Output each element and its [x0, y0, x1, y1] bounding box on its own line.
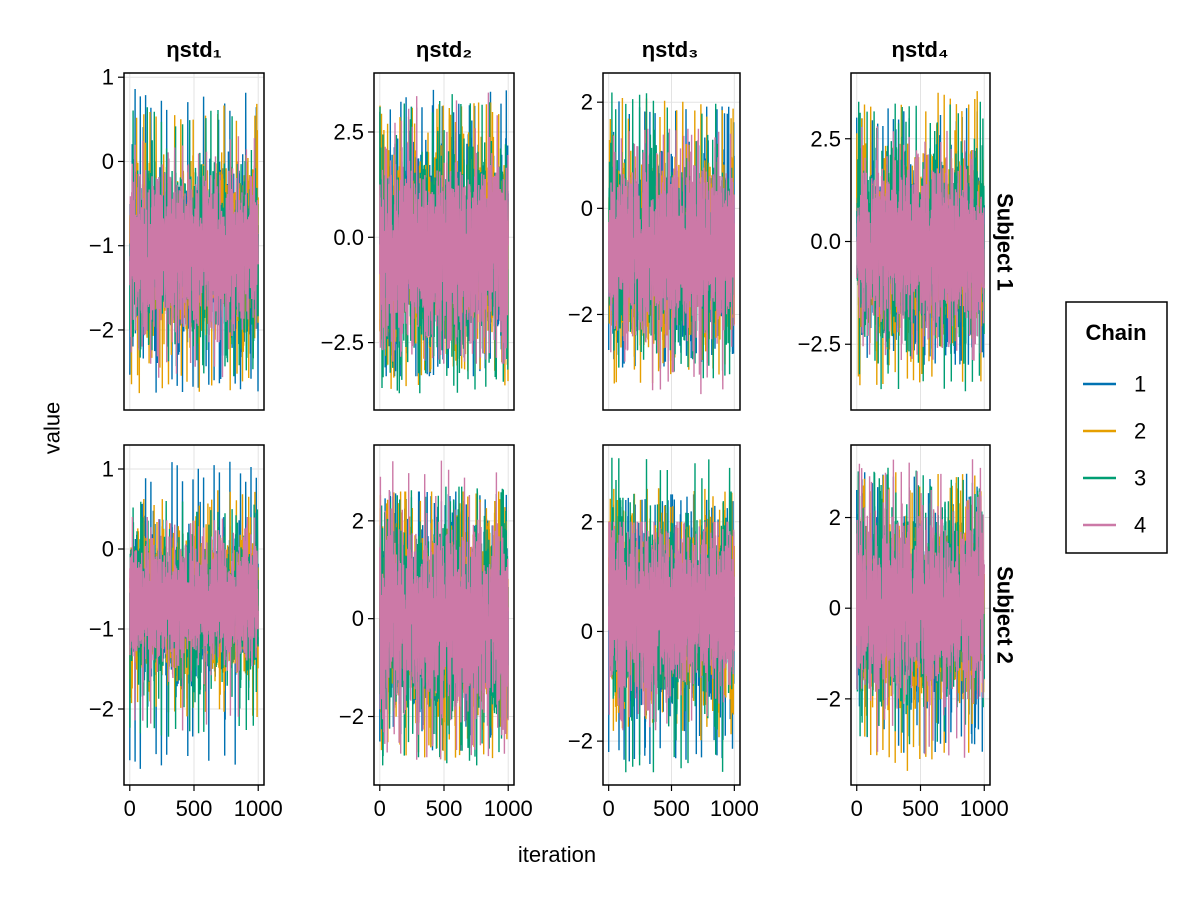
x-tick-label: 500 — [176, 796, 213, 821]
trace-group — [856, 91, 985, 392]
column-title: ηstd₄ — [892, 37, 949, 62]
panel-frame — [373, 72, 515, 411]
y-tick-label: −2 — [816, 686, 841, 711]
panel-0-1: 2.5 0.0 −2.5 — [321, 72, 515, 411]
legend: Chain 1 2 3 4 — [1065, 301, 1168, 554]
trace-line-chain-4 — [129, 136, 259, 378]
y-tick-label: 0 — [581, 196, 593, 221]
x-tick-label: 0 — [603, 796, 615, 821]
column-title: ηstd₃ — [642, 37, 699, 62]
trace-group — [608, 92, 735, 395]
y-tick-label: −2.5 — [321, 330, 364, 355]
trace-group — [608, 457, 735, 773]
y-tick-label: 2 — [581, 90, 593, 115]
y-tick-label: −2 — [89, 317, 114, 342]
y-tick-label: −2 — [339, 704, 364, 729]
panel-0-3: 2.5 0.0 −2.5 — [798, 72, 991, 411]
panel-1-0: 1 0 −1 −2 0 500 1000 — [89, 444, 283, 821]
trace-group — [856, 459, 985, 771]
x-tick-label: 500 — [902, 796, 939, 821]
y-tick-label: −2 — [568, 729, 593, 754]
y-tick-label: −1 — [89, 233, 114, 258]
panel-1-3: 2 0 −2 0 500 1000 — [816, 444, 1009, 821]
trace-group — [129, 88, 259, 394]
trace-group — [379, 89, 509, 394]
trace-line-chain-4 — [379, 92, 509, 364]
panel-0-0: 1 0 −1 −2 — [89, 65, 265, 411]
x-tick-label: 1000 — [960, 796, 1009, 821]
x-tick-label: 1000 — [484, 796, 533, 821]
y-tick-label: 1 — [102, 457, 114, 482]
trace-line-chain-4 — [608, 128, 735, 395]
y-tick-label: 2.5 — [810, 126, 841, 151]
panels-layer: 1 0 −1 −2 2.5 0.0 −2.5 2 0 −2 2.5 0.0 −2.5 1 0 −1 −2 0 500… — [89, 65, 1009, 821]
legend-box — [1065, 301, 1168, 554]
trace-line-chain-4 — [608, 521, 735, 731]
x-tick-label: 1000 — [234, 796, 283, 821]
trace-line-chain-4 — [379, 460, 509, 760]
trace-line-chain-4 — [129, 516, 259, 731]
y-tick-label: −2 — [568, 302, 593, 327]
y-tick-label: 0 — [352, 606, 364, 631]
y-tick-label: −2.5 — [798, 332, 841, 357]
column-title: ηstd₁ — [166, 37, 222, 62]
y-axis-label: value — [40, 402, 65, 455]
legend-title: Chain — [1085, 320, 1146, 345]
x-tick-label: 0 — [124, 796, 136, 821]
trace-group — [379, 460, 509, 766]
legend-entries: 1 2 3 4 — [1083, 372, 1146, 538]
x-tick-label: 500 — [653, 796, 690, 821]
y-tick-label: −2 — [89, 697, 114, 722]
x-tick-label: 0 — [851, 796, 863, 821]
panel-1-1: 2 0 −2 0 500 1000 — [339, 444, 533, 821]
x-tick-label: 500 — [426, 796, 463, 821]
x-tick-label: 1000 — [710, 796, 759, 821]
row-label: Subject 1 — [993, 193, 1018, 291]
y-tick-label: 2 — [581, 509, 593, 534]
legend-label: 2 — [1134, 419, 1146, 444]
y-tick-label: 1 — [102, 65, 114, 90]
trace-line-chain-4 — [856, 459, 985, 758]
trace-group — [129, 461, 259, 769]
y-tick-label: 2 — [829, 505, 841, 530]
legend-label: 1 — [1134, 372, 1146, 397]
x-axis-label: iteration — [518, 842, 596, 867]
y-tick-label: 0 — [829, 596, 841, 621]
panel-frame — [123, 72, 265, 411]
y-tick-label: 0 — [581, 619, 593, 644]
y-tick-label: 2.5 — [333, 119, 364, 144]
panel-1-2: 2 0 −2 0 500 1000 — [568, 444, 759, 821]
y-tick-label: 0.0 — [333, 225, 364, 250]
row-label: Subject 2 — [993, 566, 1018, 664]
y-tick-label: 0.0 — [810, 229, 841, 254]
panel-frame — [602, 72, 741, 411]
y-tick-label: 2 — [352, 508, 364, 533]
column-title: ηstd₂ — [416, 37, 472, 62]
x-tick-label: 0 — [374, 796, 386, 821]
y-tick-label: 0 — [102, 149, 114, 174]
legend-label: 3 — [1134, 466, 1146, 491]
panel-0-2: 2 0 −2 — [568, 72, 741, 411]
y-tick-label: −1 — [89, 617, 114, 642]
trace-line-chain-4 — [856, 126, 985, 361]
legend-label: 4 — [1134, 513, 1146, 538]
y-tick-label: 0 — [102, 537, 114, 562]
